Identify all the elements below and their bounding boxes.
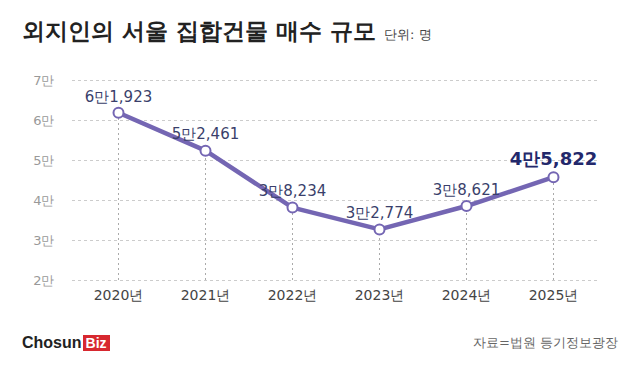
svg-text:4만5,822: 4만5,822 bbox=[510, 148, 597, 169]
svg-text:6만1,923: 6만1,923 bbox=[85, 88, 153, 106]
svg-text:6만: 6만 bbox=[33, 113, 54, 128]
svg-text:2022년: 2022년 bbox=[268, 287, 318, 303]
svg-text:2025년: 2025년 bbox=[529, 287, 579, 303]
svg-text:2023년: 2023년 bbox=[355, 287, 405, 303]
svg-text:2024년: 2024년 bbox=[442, 287, 492, 303]
svg-text:3만8,621: 3만8,621 bbox=[433, 181, 501, 199]
svg-text:5만: 5만 bbox=[33, 153, 54, 168]
svg-text:2021년: 2021년 bbox=[181, 287, 231, 303]
svg-text:4만: 4만 bbox=[33, 193, 54, 208]
html-text:외지인의 서울 집합건물 매수 규모 단위: 명: 외지인의 서울 집합건물 매수 규모 단위: 명 bbox=[22, 18, 432, 44]
svg-text:3만8,234: 3만8,234 bbox=[259, 182, 327, 200]
svg-text:2만: 2만 bbox=[33, 273, 54, 288]
html-text:Chosun Biz: Chosun Biz bbox=[22, 333, 107, 351]
svg-text:2020년: 2020년 bbox=[94, 287, 144, 303]
svg-text:7만: 7만 bbox=[33, 73, 54, 88]
html-text:자료=법원 등기정보광장: 자료=법원 등기정보광장 bbox=[473, 334, 618, 350]
svg-text:3만2,774: 3만2,774 bbox=[346, 204, 414, 222]
svg-text:3만: 3만 bbox=[33, 233, 54, 248]
svg-text:5만2,461: 5만2,461 bbox=[172, 125, 240, 143]
